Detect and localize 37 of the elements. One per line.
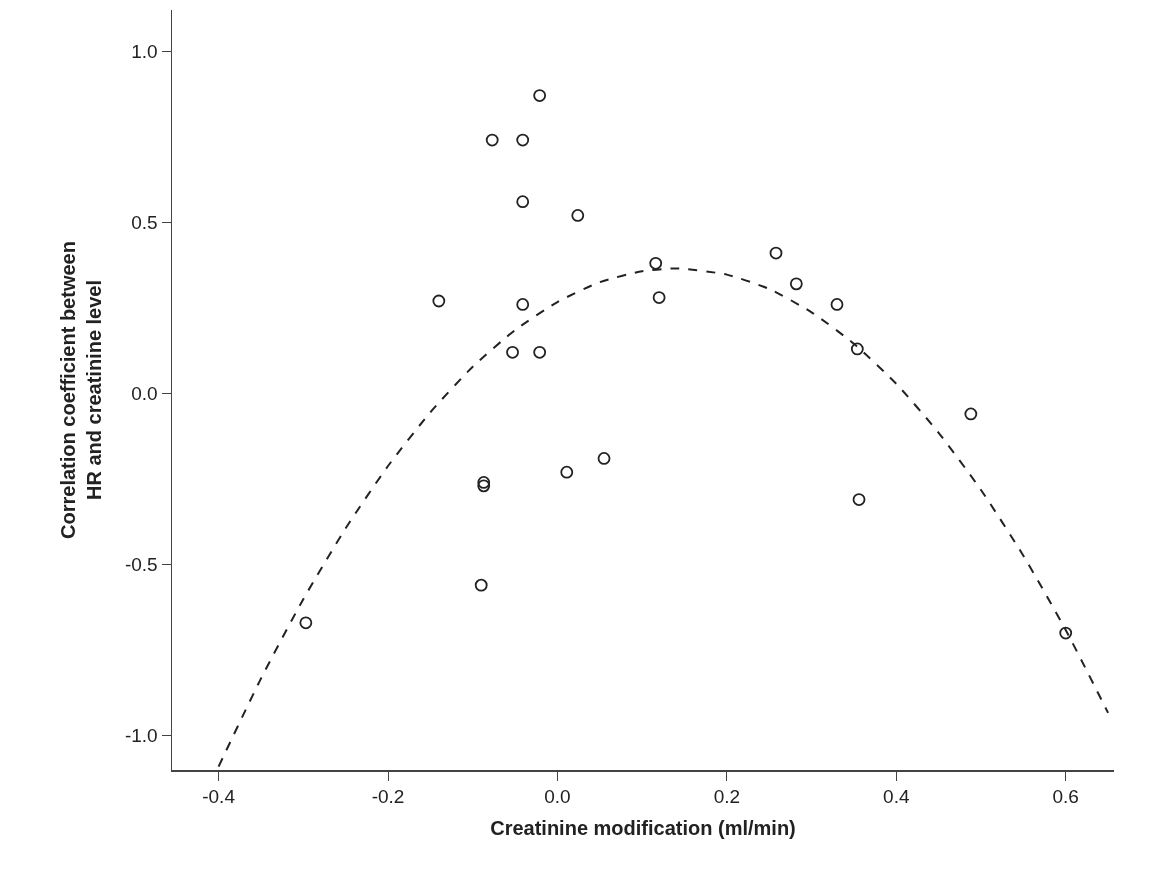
x-tick-label: -0.4	[202, 786, 236, 808]
point	[560, 465, 574, 479]
point	[474, 578, 488, 592]
point	[477, 479, 491, 493]
point	[1059, 626, 1073, 640]
point	[516, 133, 530, 147]
x-tick-label: 0.4	[883, 786, 910, 808]
point	[652, 291, 666, 304]
point	[649, 256, 663, 270]
point	[299, 616, 313, 630]
y-tick-label: 0.5	[131, 211, 158, 233]
y-tick-label: 1.0	[131, 40, 158, 62]
x-axis-title: Creatinine modification (ml/min)	[490, 816, 796, 839]
y-axis-title: Correlation coefficient between HR and creatinine level	[56, 241, 105, 539]
y-tick-label: -0.5	[124, 554, 158, 576]
y-tick-label: 0.0	[131, 383, 158, 405]
point	[516, 195, 530, 209]
point	[769, 246, 783, 260]
point	[533, 345, 547, 359]
x-tick-label: 0.6	[1052, 786, 1079, 808]
x-tick-label: 0.2	[713, 786, 741, 808]
point	[516, 298, 530, 311]
point	[485, 133, 499, 147]
point	[964, 407, 978, 421]
point	[506, 345, 519, 359]
point	[432, 294, 446, 308]
x-tick-label: -0.2	[371, 786, 405, 808]
point	[789, 277, 803, 291]
point	[571, 209, 585, 222]
point	[597, 452, 611, 465]
point	[533, 89, 547, 102]
x-tick-label: 0.0	[544, 786, 571, 808]
y-tick-label: -1.0	[124, 725, 158, 747]
point	[850, 342, 864, 356]
point	[830, 298, 844, 311]
point	[852, 493, 866, 506]
point	[477, 476, 491, 489]
